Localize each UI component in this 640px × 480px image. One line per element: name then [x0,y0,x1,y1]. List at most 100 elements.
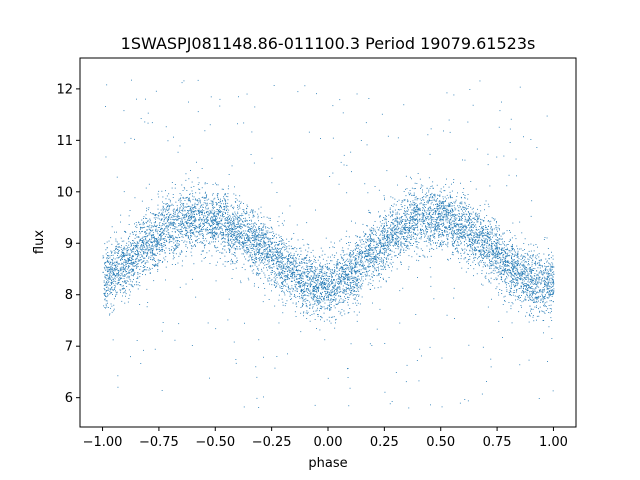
data-point [292,290,294,292]
data-point [426,228,428,230]
data-point [434,237,436,239]
data-point [423,214,425,216]
data-point [278,272,280,274]
data-point [121,255,123,257]
data-point [204,219,205,221]
data-point [428,213,430,215]
data-point [528,285,530,287]
data-point [261,260,262,262]
data-point [221,224,223,226]
data-point [353,263,355,265]
data-point [256,257,257,258]
data-point [295,261,297,263]
data-point [241,247,243,249]
data-point [203,202,205,204]
data-point [222,241,223,243]
data-point [213,232,215,233]
data-point [232,231,234,233]
data-point [393,226,395,228]
data-point [116,262,117,263]
data-point [404,225,406,227]
data-point [244,225,246,227]
data-point [337,263,339,265]
data-point [351,268,353,270]
data-point [138,255,140,257]
data-point [206,211,208,213]
data-point [508,275,510,277]
data-point [229,244,231,246]
data-point [458,238,460,240]
data-point [536,277,538,279]
data-point [534,291,536,292]
data-point [283,291,285,293]
data-point [235,236,236,238]
data-point [214,234,216,236]
data-point [131,285,133,286]
data-point [244,240,246,241]
data-point [343,265,345,266]
data-point [253,248,255,250]
data-point [303,281,304,283]
data-point [361,296,363,298]
data-point [247,240,249,242]
data-point [181,251,182,253]
data-point [439,234,441,235]
data-point [111,251,113,253]
data-point [111,226,113,228]
data-point [148,257,150,259]
data-point [453,94,455,96]
data-point [223,223,225,225]
data-point [514,267,515,269]
data-point [149,221,151,223]
data-point [135,245,136,246]
data-point [109,278,111,280]
data-point [263,249,265,250]
data-point [458,213,460,214]
data-point [232,223,234,225]
data-point [105,282,107,284]
data-point [353,249,355,251]
data-point [496,278,498,280]
data-point [113,304,115,306]
data-point [429,187,431,189]
data-point [500,261,502,263]
data-point [245,240,247,241]
data-point [120,214,122,216]
data-point [181,251,183,253]
data-point [274,284,276,286]
data-point [123,261,125,263]
data-point [387,254,389,256]
data-point [259,239,261,241]
data-point [233,229,235,230]
data-point [481,219,483,221]
data-point [301,267,302,269]
data-point [403,243,405,245]
data-point [142,236,144,238]
data-point [498,250,500,252]
data-point [376,261,378,263]
data-point [545,284,547,286]
data-point [335,275,337,277]
data-point [343,271,345,273]
data-point [449,191,451,193]
data-point [259,252,261,254]
data-point [172,209,174,211]
data-point [454,202,456,204]
data-point [407,201,409,203]
data-point [499,238,501,240]
data-point [140,118,142,119]
data-point [104,293,106,295]
data-point [258,260,260,262]
data-point [504,295,506,297]
data-point [391,214,393,216]
data-point [125,269,126,271]
data-point [511,247,513,249]
data-point [530,308,532,310]
data-point [308,289,309,291]
data-point [482,260,483,261]
data-point [288,258,290,260]
data-point [347,258,349,260]
data-point [127,301,129,303]
data-point [359,272,361,274]
data-point [160,227,162,229]
